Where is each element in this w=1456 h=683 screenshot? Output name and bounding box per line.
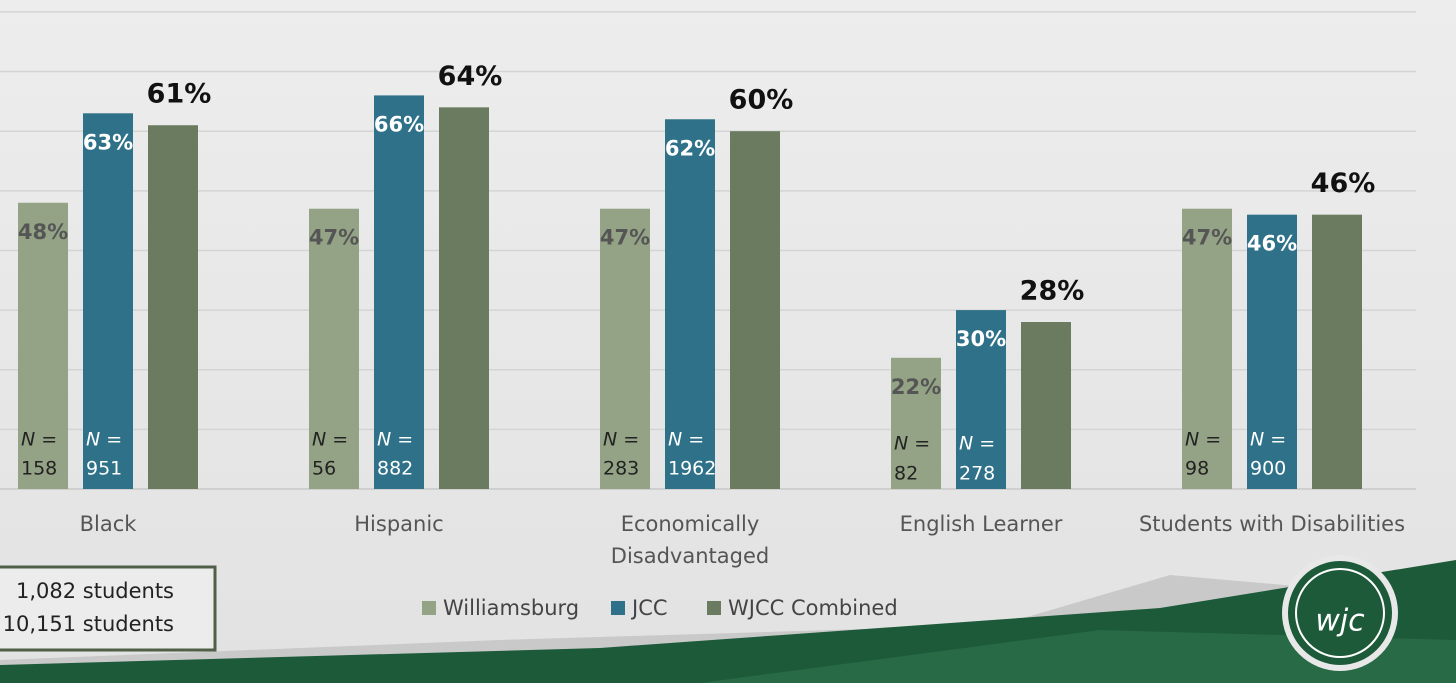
n-value: 1962	[668, 458, 716, 480]
legend-swatch	[611, 601, 625, 615]
n-label: N =	[21, 429, 57, 451]
data-label: 46%	[1311, 168, 1376, 199]
n-value: 56	[312, 458, 336, 480]
n-label: N =	[86, 429, 122, 451]
bar	[148, 125, 198, 490]
x-tick-label: Students with Disabilities	[1138, 512, 1406, 536]
annotation: 10,151 students	[3, 612, 174, 636]
x-tick-label: Economically Disadvantaged	[610, 512, 770, 568]
bar	[309, 208, 359, 489]
n-label: N =	[603, 429, 639, 451]
n-value: 98	[1185, 458, 1209, 480]
n-label: N =	[959, 433, 995, 455]
legend-label: JCC	[630, 596, 668, 620]
data-label: 22%	[891, 375, 941, 399]
bar	[18, 202, 68, 489]
x-tick-label: Black	[79, 512, 137, 536]
n-value: 82	[894, 463, 918, 485]
n-value: 283	[603, 458, 639, 480]
n-label: N =	[377, 429, 413, 451]
data-label: 48%	[18, 220, 68, 244]
data-label: 47%	[309, 226, 359, 250]
n-value: 951	[86, 458, 122, 480]
bar	[730, 131, 780, 489]
decor	[700, 630, 1456, 683]
logo-text: wjc	[1315, 604, 1365, 639]
n-value: 900	[1250, 458, 1286, 480]
n-label: N =	[1250, 429, 1286, 451]
bar	[1021, 322, 1071, 489]
logo	[1295, 568, 1385, 658]
n-value: 158	[21, 458, 57, 480]
n-label: N =	[894, 433, 930, 455]
legend-swatch	[422, 601, 436, 615]
data-label: 47%	[600, 226, 650, 250]
legend-swatch	[707, 601, 721, 615]
bar	[1312, 214, 1362, 489]
n-label: N =	[1185, 429, 1221, 451]
data-label: 46%	[1247, 232, 1297, 256]
data-label: 47%	[1182, 226, 1232, 250]
bar	[83, 113, 133, 490]
data-label: 60%	[729, 85, 794, 116]
bar	[891, 357, 941, 489]
bar	[1182, 208, 1232, 489]
legend-label: WJCC Combined	[728, 596, 898, 620]
annotation-box	[0, 565, 217, 652]
bar	[956, 310, 1006, 489]
x-tick-label: English Learner	[899, 512, 1063, 536]
data-label: 64%	[438, 61, 503, 92]
n-label: N =	[668, 429, 704, 451]
data-label: 62%	[665, 136, 715, 160]
bar	[374, 95, 424, 489]
annotation: 1,082 students	[16, 579, 174, 603]
data-label: 61%	[147, 79, 212, 110]
bar	[600, 208, 650, 489]
bar	[1247, 214, 1297, 489]
data-label: 30%	[956, 327, 1006, 351]
bar	[665, 119, 715, 489]
n-label: N =	[312, 429, 348, 451]
data-label: 63%	[83, 130, 133, 154]
bar	[439, 107, 489, 489]
x-tick-label: Hispanic	[354, 512, 444, 536]
data-label: 28%	[1020, 276, 1085, 307]
data-label: 66%	[374, 112, 424, 136]
legend-label: Williamsburg	[443, 596, 579, 620]
n-value: 882	[377, 458, 413, 480]
n-value: 278	[959, 463, 995, 485]
logo	[1288, 561, 1392, 665]
